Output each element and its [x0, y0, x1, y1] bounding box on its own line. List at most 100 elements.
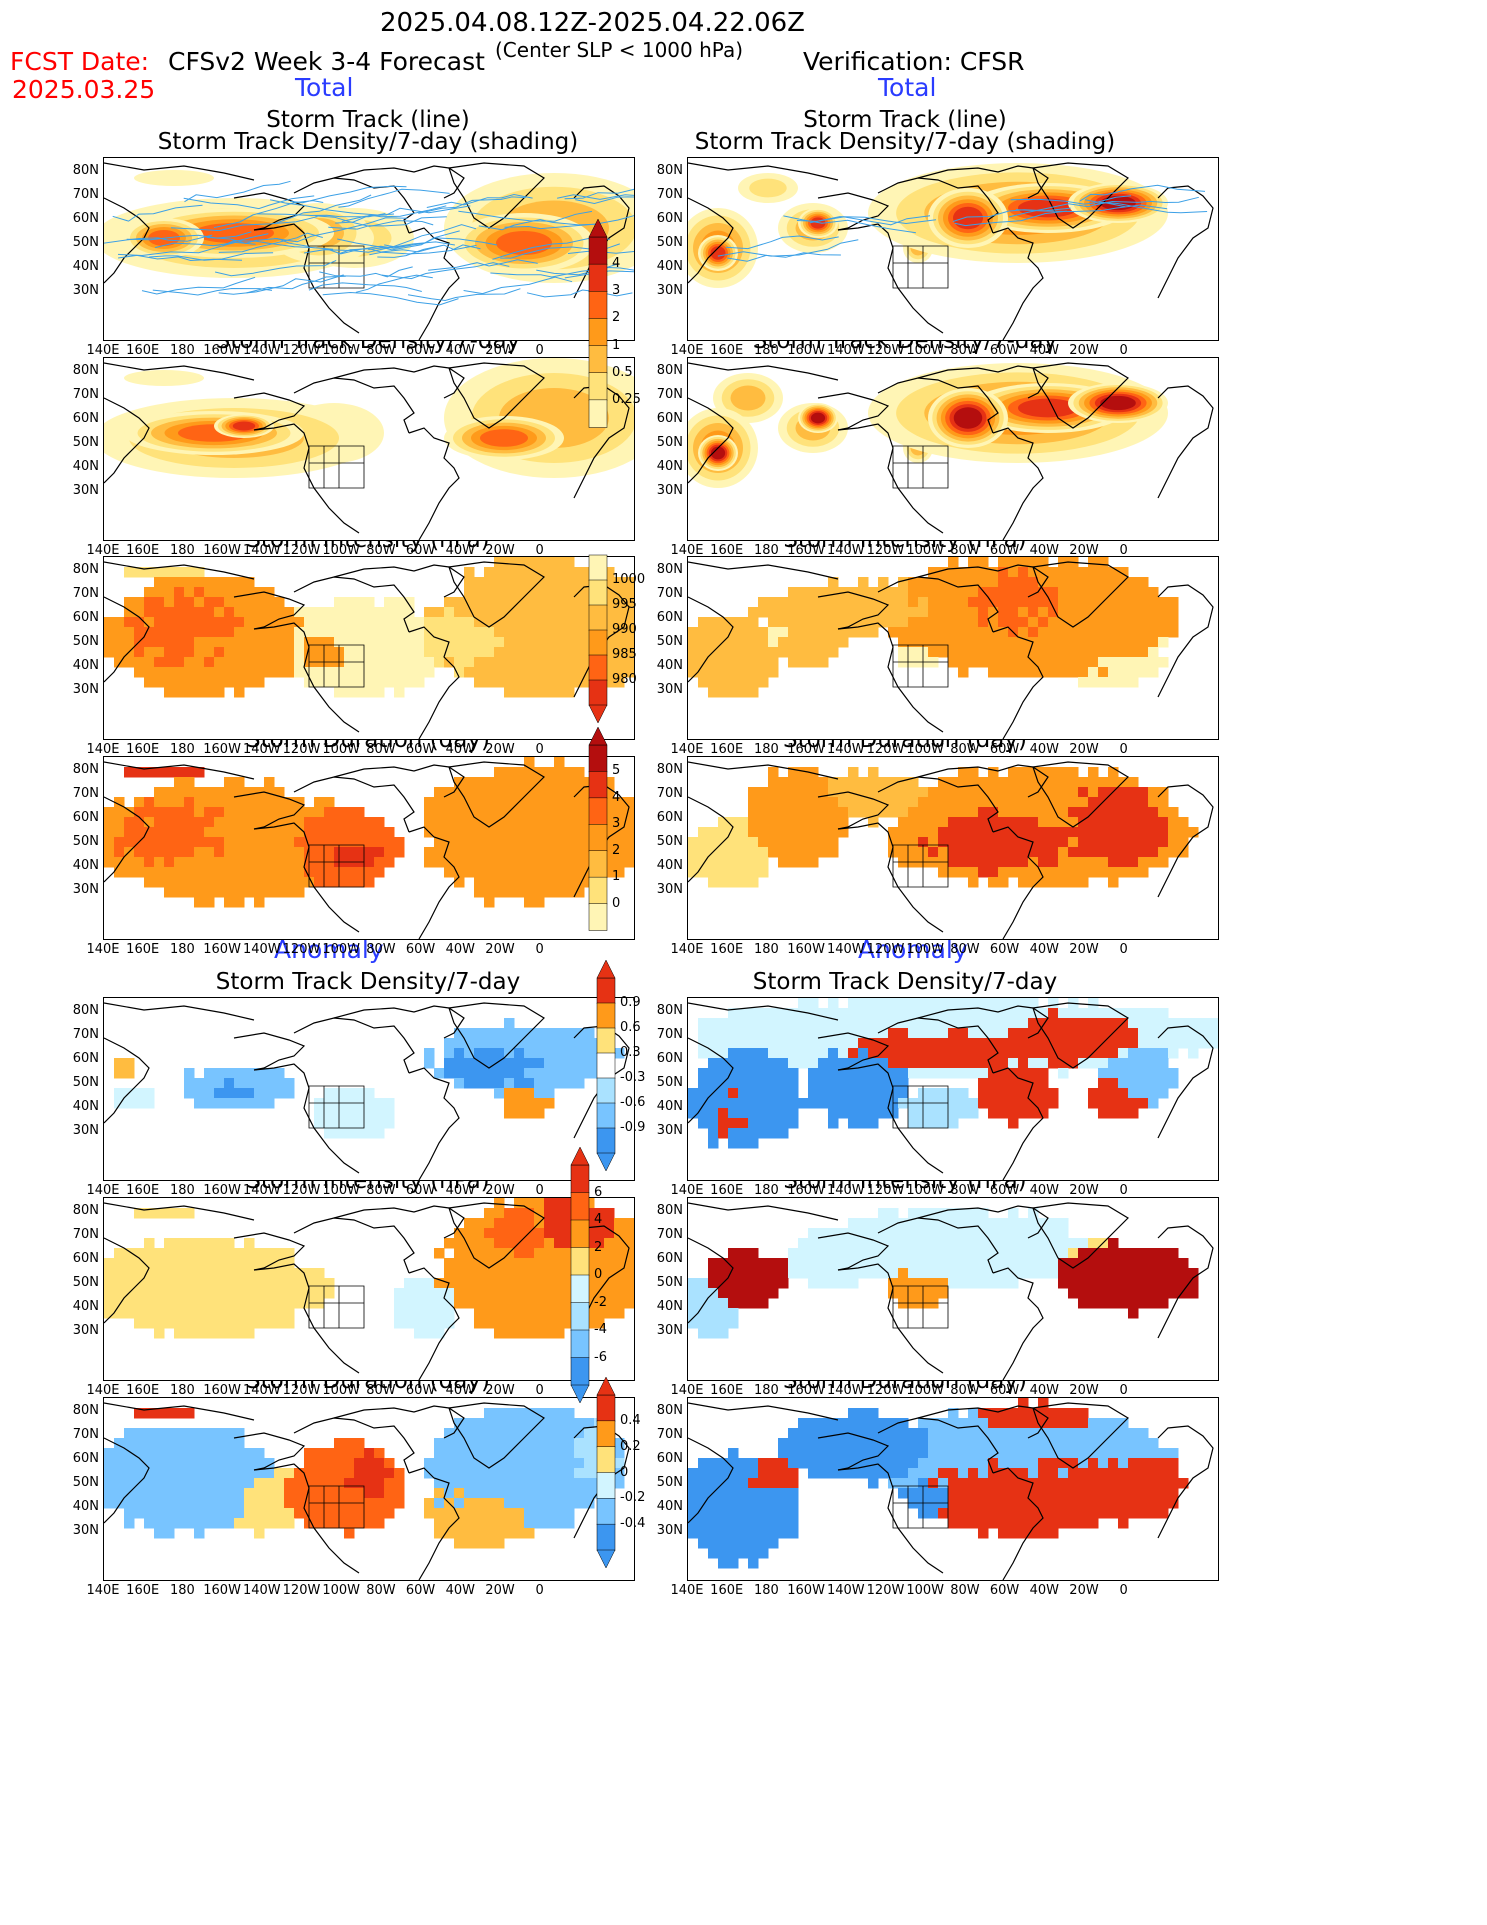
grid-cell: [554, 767, 565, 778]
grid-cell: [1108, 1418, 1119, 1429]
grid-cell: [254, 1448, 265, 1459]
grid-cell: [1118, 1028, 1129, 1039]
grid-cell: [314, 797, 325, 808]
grid-cell: [564, 817, 575, 828]
grid-cell: [454, 1068, 465, 1079]
grid-cell: [838, 597, 849, 608]
grid-cell: [688, 1518, 699, 1529]
grid-cell: [958, 1098, 969, 1109]
grid-cell: [524, 637, 535, 648]
grid-cell: [144, 1258, 155, 1269]
grid-cell: [708, 1098, 719, 1109]
grid-cell: [1138, 637, 1149, 648]
grid-cell: [114, 1498, 125, 1509]
grid-cell: [1028, 567, 1039, 578]
grid-cell: [564, 1078, 575, 1089]
grid-cell: [878, 1248, 889, 1259]
grid-cell: [434, 1508, 445, 1519]
grid-cell: [514, 1528, 525, 1539]
grid-cell: [504, 677, 515, 688]
grid-cell: [828, 1028, 839, 1039]
grid-cell: [184, 1288, 195, 1299]
colorbar-swatch: [588, 629, 608, 656]
grid-cell: [838, 1448, 849, 1459]
grid-cell: [878, 607, 889, 618]
grid-cell: [494, 1058, 505, 1069]
grid-cell: [988, 1028, 999, 1039]
grid-cell: [234, 617, 245, 628]
grid-cell: [1078, 817, 1089, 828]
grid-cell: [1118, 837, 1129, 848]
grid-cell: [948, 857, 959, 868]
grid-cell: [908, 817, 919, 828]
grid-cell: [788, 837, 799, 848]
grid-cell: [918, 1268, 929, 1279]
grid-cell: [174, 1488, 185, 1499]
grid-cell: [868, 1028, 879, 1039]
grid-cell: [998, 1428, 1009, 1439]
grid-cell: [174, 1478, 185, 1489]
grid-cell: [998, 777, 1009, 788]
grid-cell: [728, 877, 739, 888]
coastline: [877, 377, 999, 434]
grid-cell: [728, 1058, 739, 1069]
grid-cell: [564, 1058, 575, 1069]
grid-cell: [1038, 627, 1049, 638]
grid-cell: [778, 857, 789, 868]
grid-cell: [164, 1438, 175, 1449]
grid-cell: [818, 1418, 829, 1429]
grid-cell: [174, 637, 185, 648]
grid-cell: [1158, 1038, 1169, 1049]
grid-cell: [1008, 807, 1019, 818]
grid-cell: [204, 577, 215, 588]
grid-cell: [604, 827, 615, 838]
grid-cell: [344, 597, 355, 608]
grid-cell: [244, 1518, 255, 1529]
grid-cell: [1168, 1448, 1179, 1459]
grid-cell: [728, 1278, 739, 1289]
grid-cell: [728, 1048, 739, 1059]
grid-cell: [928, 1068, 939, 1079]
grid-cell: [534, 677, 545, 688]
grid-cell: [1078, 637, 1089, 648]
grid-cell: [998, 837, 1009, 848]
grid-cell: [204, 1478, 215, 1489]
grid-cell: [164, 1458, 175, 1469]
grid-cell: [184, 827, 195, 838]
grid-cell: [988, 667, 999, 678]
grid-cell: [474, 667, 485, 678]
grid-cell: [718, 1548, 729, 1559]
grid-cell: [758, 1088, 769, 1099]
grid-cell: [738, 1538, 749, 1549]
grid-cell: [988, 567, 999, 578]
grid-cell: [758, 627, 769, 638]
grid-cell: [948, 1488, 959, 1499]
grid-cell: [1068, 587, 1079, 598]
grid-cell: [758, 837, 769, 848]
grid-cell: [1068, 807, 1079, 818]
grid-cell: [244, 577, 255, 588]
grid-cell: [274, 1078, 285, 1089]
grid-cell: [738, 837, 749, 848]
grid-cell: [314, 637, 325, 648]
grid-cell: [1078, 1418, 1089, 1429]
grid-cell: [294, 647, 305, 658]
grid-cell: [284, 637, 295, 648]
grid-cell: [1078, 1488, 1089, 1499]
grid-cell: [164, 1258, 175, 1269]
grid-cell: [544, 807, 555, 818]
grid-cell: [374, 1488, 385, 1499]
grid-cell: [164, 857, 175, 868]
grid-cell: [294, 607, 305, 618]
grid-cell: [244, 1308, 255, 1319]
grid-cell: [234, 1478, 245, 1489]
grid-cell: [484, 1048, 495, 1059]
grid-cell: [234, 1518, 245, 1529]
grid-cell: [1018, 1518, 1029, 1529]
grid-cell: [1118, 1258, 1129, 1269]
state-borders: [308, 1485, 365, 1529]
grid-cell: [868, 607, 879, 618]
grid-cell: [134, 597, 145, 608]
grid-cell: [1088, 1098, 1099, 1109]
grid-cell: [1158, 627, 1169, 638]
